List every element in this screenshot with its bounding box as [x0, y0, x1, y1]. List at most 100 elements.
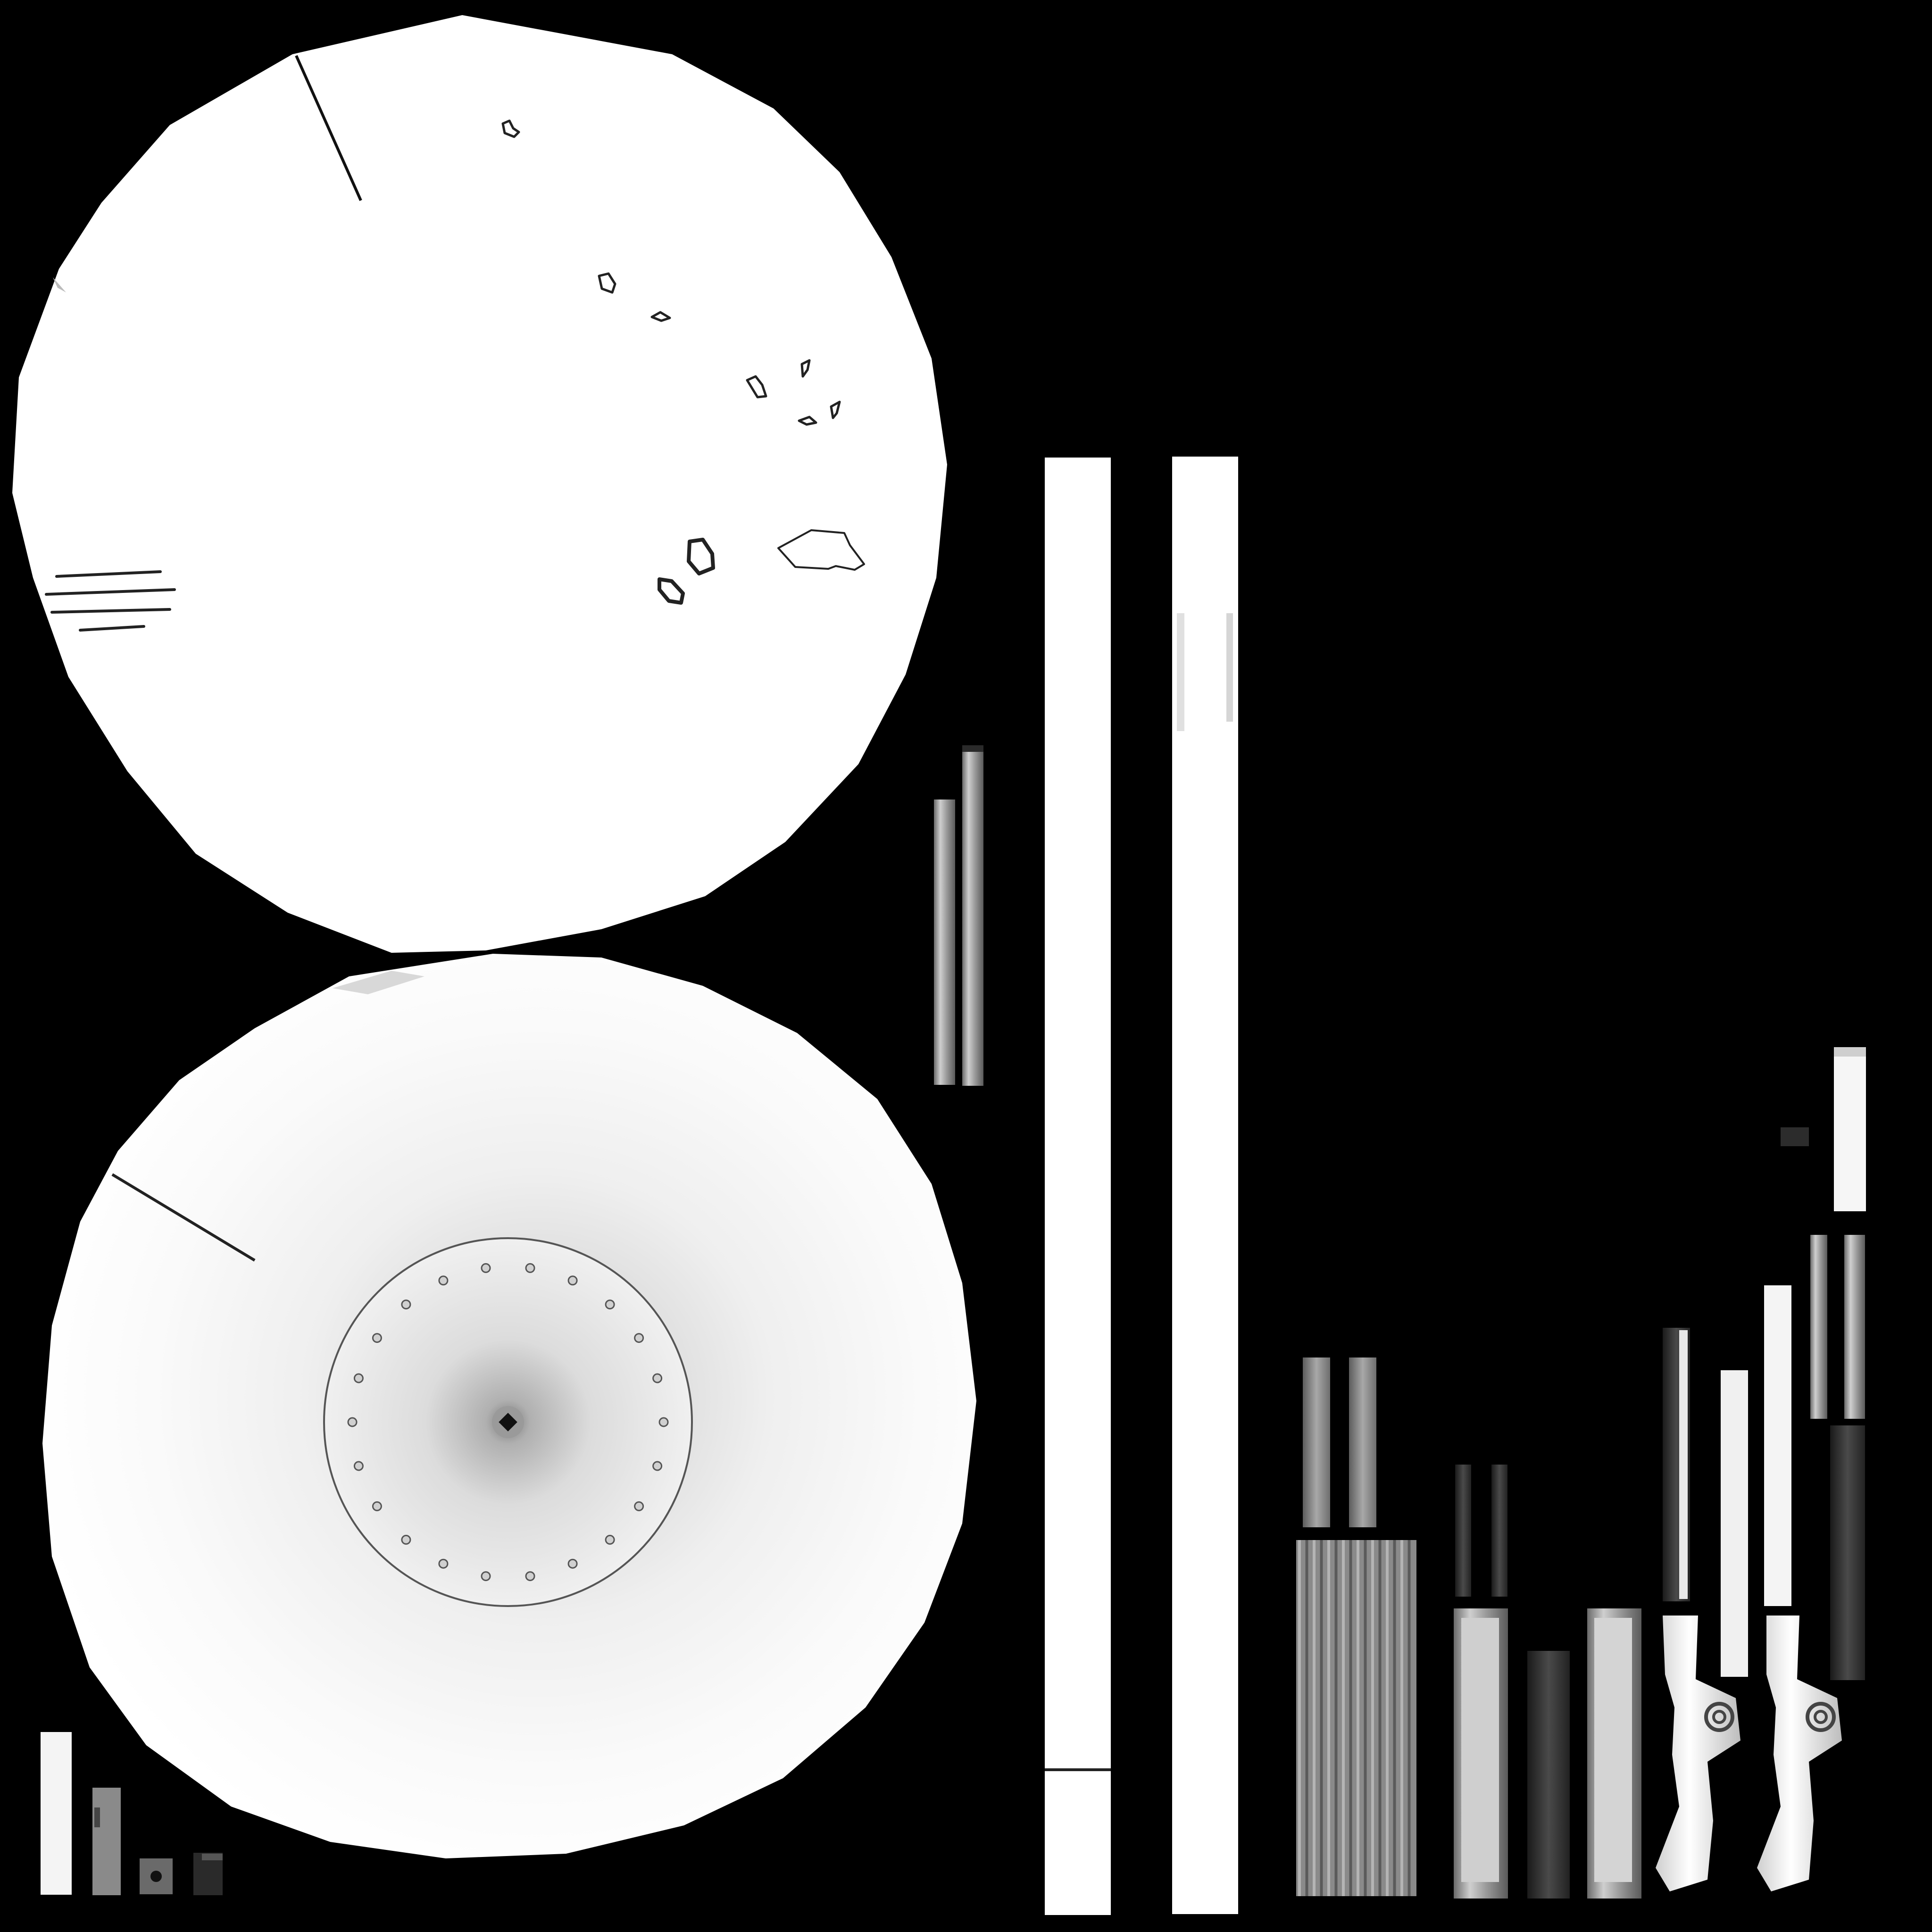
- tall-strip: [1721, 1370, 1748, 1677]
- tall-strip-light: [1679, 1330, 1688, 1599]
- blob-outline: [650, 311, 671, 322]
- blob-outline-large: [777, 529, 865, 571]
- rivet: [401, 1534, 411, 1545]
- stripe-line: [1327, 1540, 1330, 1896]
- upper-disc: [12, 15, 947, 953]
- handle-shape: [1757, 1616, 1842, 1891]
- rivet-ring: [347, 1263, 669, 1582]
- long-strip-shade: [1226, 613, 1233, 722]
- groove-line: [79, 625, 145, 632]
- striped-block-lines: [1298, 1540, 1411, 1896]
- blob-outline: [800, 359, 811, 378]
- small-square-shade: [202, 1854, 223, 1860]
- rivet: [634, 1333, 644, 1343]
- blob-outline: [798, 416, 817, 426]
- small-bar-shade: [94, 1807, 100, 1827]
- lower-disc-top-notch: [333, 971, 425, 994]
- rivet: [605, 1299, 615, 1310]
- stripe-line: [1298, 1540, 1301, 1896]
- thin-strip-cap: [962, 745, 983, 752]
- panel-block-inner: [1461, 1618, 1499, 1882]
- rivet: [634, 1501, 644, 1511]
- long-strip: [1045, 458, 1111, 1915]
- stripe-line: [1393, 1540, 1396, 1896]
- blob-outline: [598, 272, 616, 294]
- rivet: [372, 1501, 382, 1511]
- dark-strip: [1455, 1465, 1471, 1597]
- long-strips: [1045, 457, 1238, 1915]
- rivet: [401, 1299, 411, 1310]
- long-strip-shade: [1177, 613, 1184, 731]
- panel-block-inner: [1594, 1618, 1632, 1882]
- rivet: [567, 1275, 578, 1286]
- rivet: [481, 1263, 491, 1273]
- rib-strip: [1349, 1357, 1376, 1527]
- tall-strip: [1810, 1235, 1827, 1419]
- rivet: [372, 1333, 382, 1343]
- stripe-line: [1357, 1540, 1359, 1896]
- upper-disc-left-notch: [53, 277, 66, 292]
- blob-outline: [746, 375, 767, 399]
- small-hole: [150, 1871, 162, 1882]
- small-bar: [41, 1732, 72, 1895]
- stripe-line: [1334, 1540, 1338, 1896]
- bottom-right-cluster: [1296, 1047, 1866, 1899]
- rivet: [353, 1461, 364, 1471]
- tall-strip: [1844, 1235, 1865, 1419]
- groove-line: [55, 570, 162, 578]
- handle-piece-right: [1757, 1616, 1842, 1891]
- tall-strip: [1764, 1285, 1791, 1606]
- panel-block: [1527, 1651, 1570, 1899]
- handle-piece-left: [1656, 1616, 1740, 1891]
- stripe-line: [1400, 1540, 1403, 1896]
- thin-strip: [962, 750, 983, 1086]
- rivet: [438, 1558, 449, 1569]
- rivet: [481, 1571, 491, 1582]
- stripe-line: [1305, 1540, 1308, 1896]
- top-cap-shade: [1834, 1047, 1866, 1057]
- upper-disc-grooves: [45, 570, 176, 632]
- stripe-line: [1364, 1540, 1367, 1896]
- small-bar: [92, 1788, 121, 1895]
- center-hub-hole: [499, 1413, 517, 1432]
- thin-strips: [934, 745, 983, 1086]
- spiral-icon: [1704, 1702, 1734, 1732]
- spiral-icon: [1806, 1702, 1836, 1732]
- stripe-line: [1320, 1540, 1323, 1896]
- upper-disc-blobs: [501, 119, 865, 605]
- groove-line: [50, 608, 171, 614]
- stripe-line: [1407, 1540, 1411, 1896]
- stripe-line: [1342, 1540, 1345, 1896]
- tall-strip: [1830, 1425, 1865, 1680]
- thin-strip: [934, 799, 955, 1085]
- blob-outline-large: [658, 577, 685, 605]
- rivet: [605, 1534, 615, 1545]
- stripe-line: [1313, 1540, 1316, 1896]
- rivet: [438, 1275, 449, 1286]
- upper-disc-seam: [295, 55, 362, 201]
- striped-block: [1296, 1540, 1416, 1896]
- blob-outline: [501, 119, 520, 138]
- rivet: [658, 1417, 669, 1427]
- rivet: [652, 1373, 663, 1383]
- rivet: [525, 1263, 535, 1273]
- stripe-line: [1386, 1540, 1389, 1896]
- stripe-line: [1378, 1540, 1382, 1896]
- blob-outline: [830, 400, 841, 419]
- top-cap-block: [1834, 1047, 1866, 1211]
- upper-disc-face: [12, 15, 947, 953]
- rivet: [353, 1373, 364, 1383]
- lower-disc-seam: [111, 1173, 256, 1262]
- bottom-left-bits: [41, 1732, 223, 1895]
- spiral-icon-core: [1712, 1710, 1726, 1724]
- stripe-line: [1349, 1540, 1352, 1896]
- spiral-icon-core: [1814, 1710, 1828, 1724]
- rivet: [525, 1571, 535, 1582]
- rivet: [652, 1461, 663, 1471]
- rib-strip: [1303, 1357, 1330, 1527]
- blob-outline-large: [687, 538, 715, 575]
- groove-line: [45, 588, 176, 596]
- dark-strip: [1491, 1465, 1507, 1597]
- rivet: [347, 1417, 358, 1427]
